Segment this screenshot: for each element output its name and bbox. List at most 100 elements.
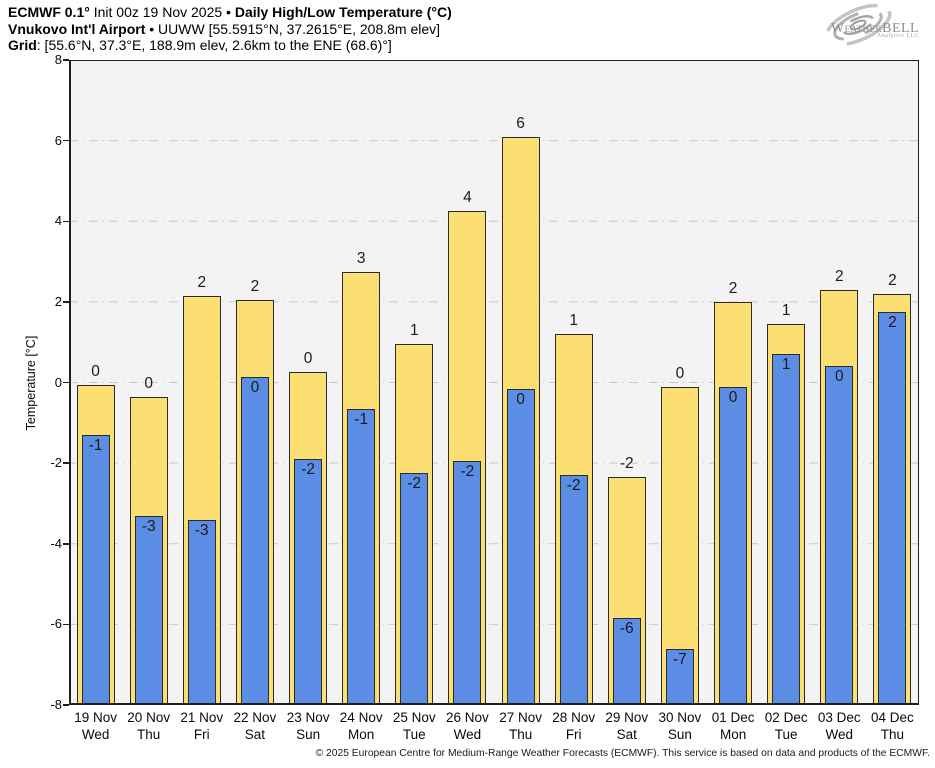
high-value-label: 2 [834,267,844,285]
low-value-label: -1 [354,410,369,428]
y-tick-mark [63,220,69,222]
header-line-1: ECMWF 0.1° Init 00z 19 Nov 2025 • Daily … [8,4,452,21]
high-value-label: 1 [569,312,578,330]
y-tick-mark [63,59,69,61]
x-label-day: Fri [193,727,210,742]
x-label-date: 20 Nov [127,710,171,725]
hurricane-swirl-icon [824,3,892,47]
x-label-date: 01 Dec [711,710,755,725]
y-tick-mark [63,543,69,545]
low-value-label: -3 [141,517,156,535]
model-name: ECMWF 0.1° [8,4,90,20]
low-value-label: 0 [516,390,525,408]
x-label-day: Wed [825,727,854,742]
high-value-label: 0 [675,364,685,382]
low-bar [612,618,641,705]
low-bar [772,354,801,705]
high-value-label: 1 [409,322,419,340]
x-label-date: 19 Nov [74,710,117,725]
low-value-label: -7 [672,650,687,668]
x-label-day: Fri [565,727,582,742]
x-label-date: 26 Nov [446,710,489,725]
x-axis-label: 02 Dec Tue [756,709,816,743]
weatherbell-logo: WEATHERBELL Analytics LLC [818,2,932,50]
high-value-label: 0 [144,374,153,392]
x-label-date: 28 Nov [552,710,596,725]
x-label-date: 27 Nov [499,710,542,725]
low-value-label: -2 [566,477,581,495]
header-line-2: Vnukovo Int'l Airport • UUWW [55.5915°N,… [8,21,452,38]
x-label-date: 03 Dec [817,710,861,725]
chart-header: ECMWF 0.1° Init 00z 19 Nov 2025 • Daily … [8,4,452,54]
logo-w: W [830,21,845,36]
high-value-label: -2 [619,455,634,473]
x-axis-label: 01 Dec Mon [703,709,763,743]
x-label-day: Thu [137,727,161,742]
low-value-label: 2 [888,314,897,331]
low-value-label: -2 [301,461,315,479]
y-tick-label: 2 [54,293,62,309]
x-label-day: Mon [719,727,747,742]
low-bar [347,408,376,705]
low-value-label: 0 [728,388,738,406]
high-value-label: 4 [463,189,472,207]
y-tick-mark [63,704,69,706]
y-tick-label: 0 [54,374,62,390]
y-tick-label: -2 [50,455,62,471]
high-value-label: 6 [516,114,525,132]
high-value-label: 0 [303,350,313,368]
high-value-label: 1 [781,302,791,319]
x-label-date: 02 Dec [764,710,808,725]
x-axis-label: 23 Nov Sun [278,709,338,743]
high-value-label: 3 [356,249,366,267]
low-bar [506,388,535,705]
grid-label: Grid [8,37,37,53]
x-label-day: Thu [880,727,905,742]
y-tick-label: 6 [54,132,62,148]
y-tick-mark [63,381,69,384]
low-bar [187,519,216,705]
x-label-day: Mon [348,727,375,742]
x-label-day: Tue [774,727,798,742]
x-label-date: 24 Nov [339,710,383,725]
low-value-label: 0 [250,378,260,396]
header-line-3: Grid: [55.6°N, 37.3°E, 188.9m elev, 2.6k… [8,37,452,54]
x-axis-label: 20 Nov Thu [119,709,179,743]
x-axis-label: 04 Dec Thu [862,709,922,743]
logo-wordmark: WEATHERBELL [818,19,932,37]
plot-area: 0 -1 0 -3 2 -3 2 0 0 -2 3 -1 1 -2 4 -2 6 0 1 -2 -2 -6 0 -7 2 0 1 1 2… [69,60,919,705]
x-axis-label: 19 Nov Wed [66,709,126,743]
x-label-day: Sat [616,727,637,742]
logo-eather: EATHER [844,24,883,34]
low-bar [294,459,323,705]
x-label-day: Wed [453,727,482,742]
chart-title: Daily High/Low Temperature (°C) [234,4,452,20]
x-axis-label: 28 Nov Fri [544,709,604,743]
copyright-notice: © 2025 European Centre for Medium-Range … [315,748,930,759]
low-bar [825,366,854,705]
low-value-label: -6 [619,620,634,638]
low-bar [134,515,163,705]
y-tick-label: 4 [54,213,62,229]
high-value-label: 2 [728,279,738,297]
low-bar [878,312,907,705]
y-tick-label: -6 [50,616,62,632]
y-tick-mark [63,139,69,142]
low-bar [81,434,110,705]
low-value-label: -1 [88,436,103,454]
x-label-day: Wed [81,727,110,742]
high-value-label: 2 [197,273,207,291]
low-value-label: -2 [460,463,475,481]
x-axis-label: 22 Nov Sat [225,709,285,743]
x-label-date: 30 Nov [658,710,702,725]
x-axis-label: 27 Nov Thu [491,709,551,743]
x-label-day: Sun [667,727,692,742]
high-value-label: 2 [250,277,260,295]
grid-coords: : [55.6°N, 37.3°E, 188.9m elev, 2.6km to… [36,37,392,53]
x-axis-label: 21 Nov Fri [172,709,232,743]
low-value-label: 0 [834,368,844,386]
x-axis-label: 03 Dec Wed [809,709,869,743]
y-tick-mark [63,462,69,464]
low-value-label: -2 [407,475,422,493]
